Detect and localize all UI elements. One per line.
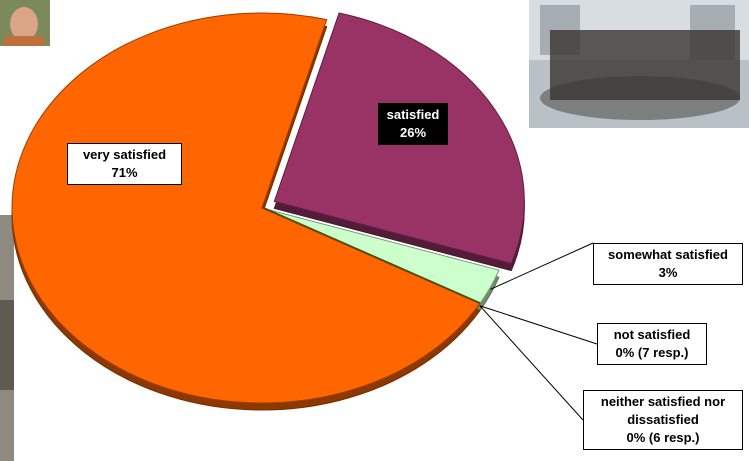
slice-label-value: 0% (7 resp.) <box>615 345 689 360</box>
photo-top-right <box>529 0 749 128</box>
slice <box>11 12 481 404</box>
leader-line <box>490 242 594 290</box>
slice-label: neither satisfied nor dissatisfied 0% (6 … <box>583 390 743 450</box>
slice-label: not satisfied 0% (7 resp.) <box>597 323 707 365</box>
pie <box>11 12 525 411</box>
photo-left-edge <box>0 215 14 461</box>
slice-label-value: 0% (6 resp.) <box>626 430 700 445</box>
slice-label: somewhat satisfied 3% <box>593 243 743 285</box>
photo-top-left <box>0 0 50 46</box>
slice-label-value: 26% <box>399 125 427 140</box>
slice-label: satisfied 26% <box>378 103 448 145</box>
slice-label-value: 71% <box>111 165 138 180</box>
slice-label-name: somewhat satisfied <box>608 247 728 262</box>
leader-line <box>479 305 584 421</box>
slice-label-name: satisfied <box>386 107 440 122</box>
slice-label-name: neither satisfied nor dissatisfied <box>600 394 726 427</box>
leader-line <box>479 305 598 345</box>
slice-label-value: 3% <box>658 265 678 280</box>
slice-label-name: not satisfied <box>613 327 691 342</box>
slice-label: very satisfied 71% <box>67 143 182 185</box>
slice-label-name: very satisfied <box>82 147 167 162</box>
